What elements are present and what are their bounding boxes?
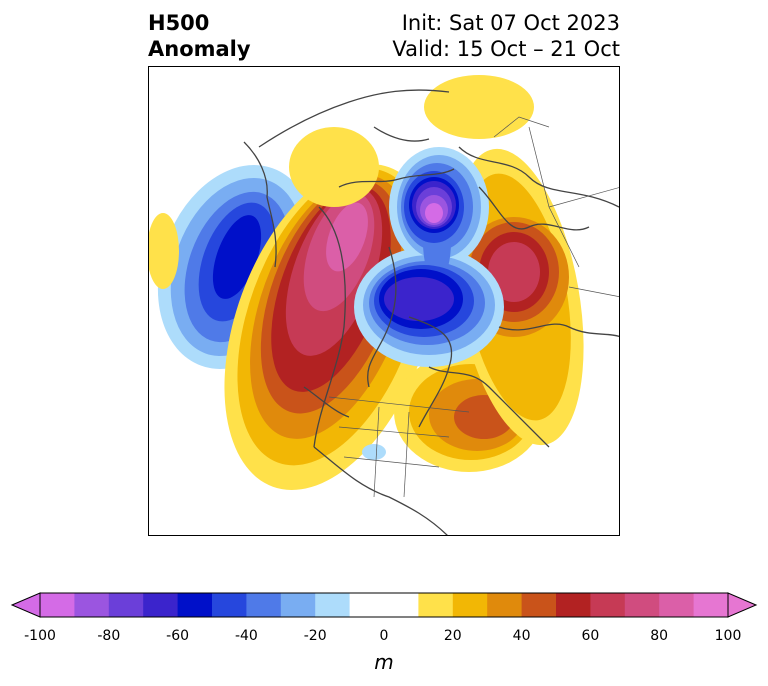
colorbar-outline: [39, 592, 729, 618]
colorbar-segment: [246, 593, 282, 617]
colorbar-segment: [177, 593, 213, 617]
colorbar: [10, 592, 758, 618]
colorbar-segment: [143, 593, 179, 617]
colorbar-segment: [556, 593, 591, 617]
colorbar-tick-label: -80: [97, 628, 121, 644]
valid-range: Valid: 15 Oct – 21 Oct: [392, 37, 620, 61]
init-time: Init: Sat 07 Oct 2023: [401, 11, 620, 35]
colorbar-tick-label: 0: [379, 628, 389, 644]
colorbar-tick-label: -100: [24, 628, 56, 644]
colorbar-segment: [487, 593, 523, 617]
colorbar-segment: [280, 593, 316, 617]
colorbar-segment: [40, 593, 75, 617]
colorbar-tick-label: -20: [303, 628, 327, 644]
arctic-trough: [354, 147, 504, 367]
colorbar-tick-label: 20: [443, 628, 462, 644]
colorbar-segment: [384, 593, 419, 617]
colorbar-segment: [624, 593, 660, 617]
colorbar-segment: [108, 593, 144, 617]
title-left: H500 Anomaly: [148, 10, 251, 62]
colorbar-segment: [74, 593, 110, 617]
colorbar-segment: [452, 593, 488, 617]
colorbar-tick-label: 80: [650, 628, 669, 644]
colorbar-segment: [693, 593, 729, 617]
colorbar-unit: m: [374, 650, 394, 674]
colorbar-segment: [212, 593, 247, 617]
colorbar-tick-label: -60: [166, 628, 190, 644]
borders: [328, 116, 619, 498]
north-ridge-tail: [289, 127, 379, 207]
title-field: Anomaly: [148, 37, 251, 61]
alaska-ridge: [224, 163, 438, 491]
colorbar-extend-max: [727, 592, 758, 618]
title-right: Init: Sat 07 Oct 2023 Valid: 15 Oct – 21…: [392, 10, 620, 62]
colorbar-tick-label: 40: [512, 628, 531, 644]
anomaly-map: [148, 66, 620, 536]
europe-ridge: [424, 75, 534, 139]
colorbar-segment: [349, 593, 385, 617]
map-canvas: [149, 75, 619, 535]
colorbar-segment: [315, 593, 351, 617]
us-trough: [362, 444, 386, 460]
colorbar-tick-label: 60: [581, 628, 600, 644]
colorbar-segment: [590, 593, 626, 617]
colorbar-segment: [521, 593, 557, 617]
colorbar-tick-label: 100: [714, 628, 742, 644]
colorbar-segment: [418, 593, 454, 617]
colorbar-segment: [659, 593, 695, 617]
colorbar-extend-min: [10, 592, 41, 618]
colorbar-tick-label: -40: [234, 628, 258, 644]
title-variable: H500: [148, 11, 210, 35]
